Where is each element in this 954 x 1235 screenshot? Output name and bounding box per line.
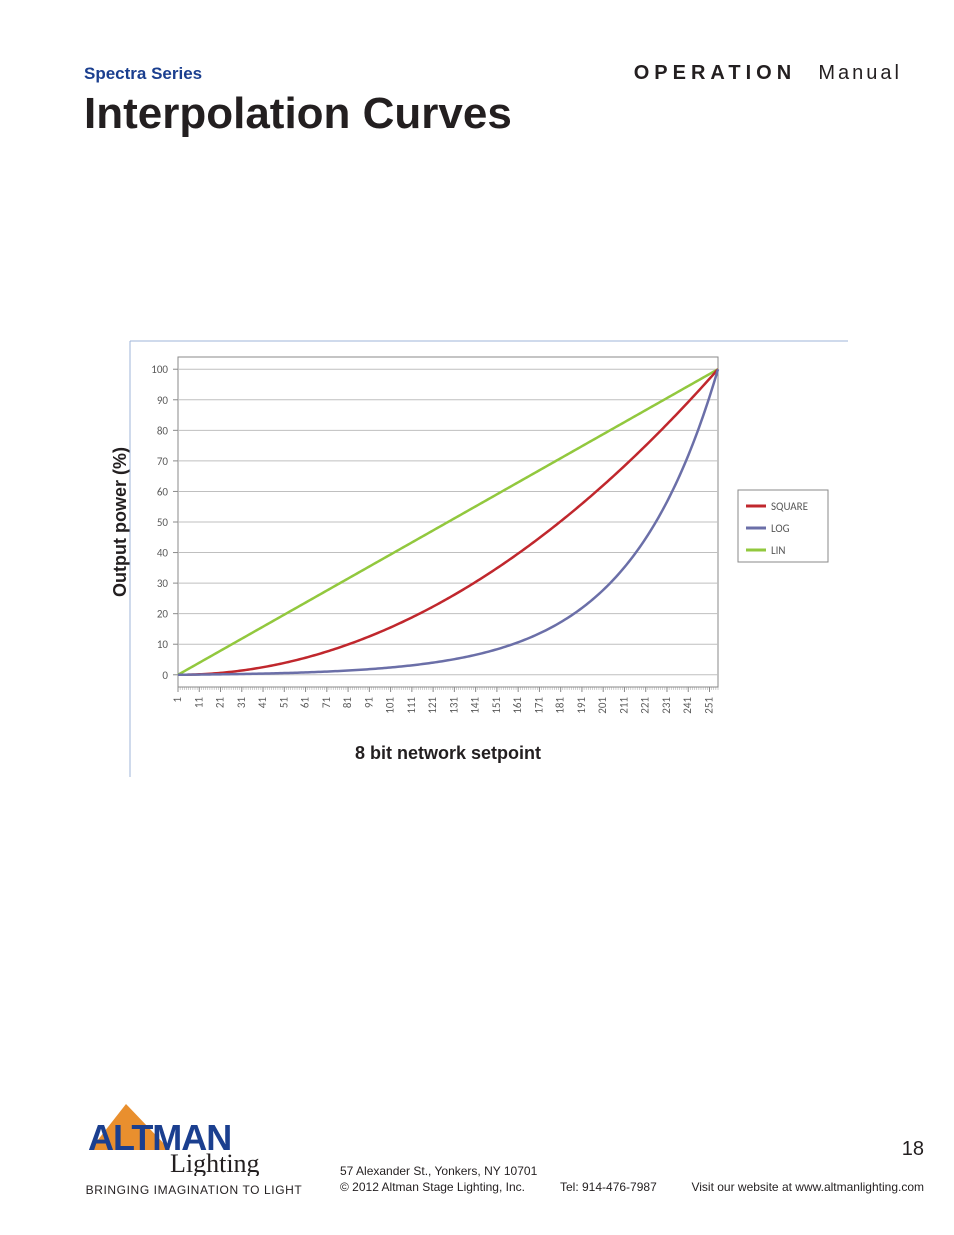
address-line-1: 57 Alexander St., Yonkers, NY 10701 — [340, 1163, 537, 1179]
svg-text:41: 41 — [256, 697, 269, 709]
svg-text:80: 80 — [157, 424, 169, 437]
svg-text:51: 51 — [277, 697, 290, 709]
svg-text:8 bit network setpoint: 8 bit network setpoint — [355, 743, 541, 763]
page-footer: ALTMANLighting BRINGING IMAGINATION TO L… — [0, 1091, 954, 1201]
svg-text:100: 100 — [151, 363, 168, 376]
svg-text:71: 71 — [320, 697, 333, 709]
logo-svg: ALTMANLighting — [84, 1098, 294, 1176]
manual-label: OPERATION Manual — [634, 62, 902, 85]
svg-text:91: 91 — [362, 697, 375, 709]
svg-text:231: 231 — [660, 697, 673, 714]
svg-text:251: 251 — [702, 697, 715, 714]
svg-text:Lighting: Lighting — [170, 1149, 260, 1176]
page-title: Interpolation Curves — [84, 89, 902, 139]
svg-text:30: 30 — [157, 577, 169, 590]
page-header: Spectra Series OPERATION Manual — [84, 62, 902, 85]
svg-text:241: 241 — [681, 697, 694, 714]
svg-text:181: 181 — [554, 697, 567, 714]
svg-text:90: 90 — [157, 394, 169, 407]
svg-text:1: 1 — [171, 697, 184, 703]
svg-text:151: 151 — [490, 697, 503, 714]
brand-logo: ALTMANLighting BRINGING IMAGINATION TO L… — [84, 1098, 304, 1197]
svg-text:161: 161 — [511, 697, 524, 714]
svg-text:111: 111 — [405, 697, 418, 714]
svg-text:50: 50 — [157, 516, 169, 529]
svg-text:21: 21 — [214, 697, 227, 709]
brand-tagline: BRINGING IMAGINATION TO LIGHT — [84, 1183, 304, 1197]
svg-text:201: 201 — [596, 697, 609, 714]
footer-address: 57 Alexander St., Yonkers, NY 10701 © 20… — [340, 1163, 537, 1195]
svg-text:101: 101 — [384, 697, 397, 714]
svg-text:11: 11 — [192, 697, 205, 709]
svg-text:191: 191 — [575, 697, 588, 714]
svg-text:81: 81 — [341, 697, 354, 709]
svg-text:LOG: LOG — [771, 522, 790, 535]
address-line-2: © 2012 Altman Stage Lighting, Inc. — [340, 1179, 537, 1195]
svg-text:141: 141 — [469, 697, 482, 714]
footer-site: Visit our website at www.altmanlighting.… — [691, 1179, 924, 1195]
chart-svg: 0102030405060708090100111213141516171819… — [98, 339, 858, 819]
svg-text:131: 131 — [447, 697, 460, 714]
svg-text:10: 10 — [157, 638, 169, 651]
svg-text:0: 0 — [162, 669, 168, 682]
interpolation-chart: 0102030405060708090100111213141516171819… — [98, 339, 902, 824]
svg-text:LIN: LIN — [771, 544, 786, 557]
svg-text:31: 31 — [235, 697, 248, 709]
svg-text:20: 20 — [157, 608, 169, 621]
footer-tel: Tel: 914-476-7987 — [560, 1179, 657, 1195]
svg-text:SQUARE: SQUARE — [771, 500, 808, 513]
svg-text:121: 121 — [426, 697, 439, 714]
page-number: 18 — [902, 1138, 924, 1161]
manual-word: Manual — [818, 62, 902, 84]
svg-text:221: 221 — [639, 697, 652, 714]
svg-text:61: 61 — [299, 697, 312, 709]
svg-text:211: 211 — [617, 697, 630, 714]
operation-word: OPERATION — [634, 62, 796, 84]
svg-text:70: 70 — [157, 455, 169, 468]
svg-text:Output power (%): Output power (%) — [110, 447, 130, 597]
series-label: Spectra Series — [84, 64, 202, 84]
svg-text:171: 171 — [532, 697, 545, 714]
svg-text:40: 40 — [157, 547, 169, 560]
svg-text:60: 60 — [157, 485, 169, 498]
